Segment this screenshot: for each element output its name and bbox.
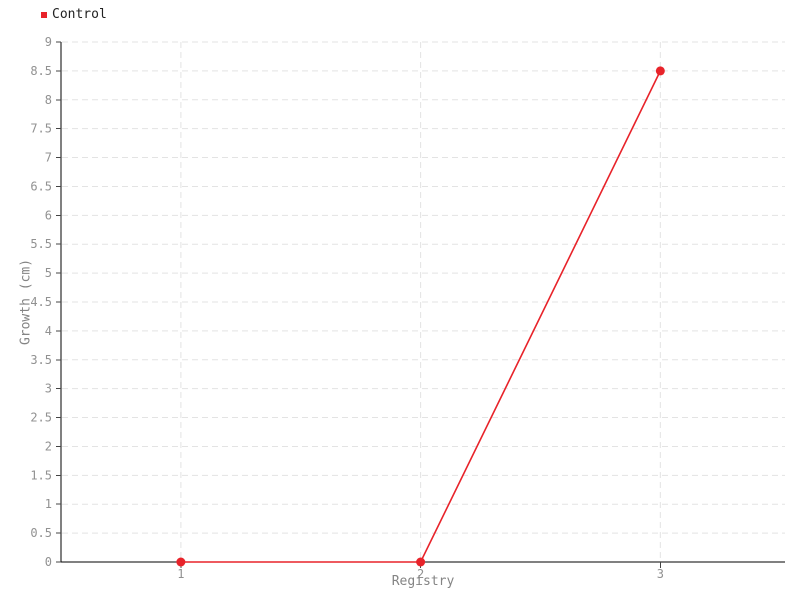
y-axis-title: Growth (cm) (18, 258, 34, 346)
y-tick-label: 7 (45, 151, 52, 165)
y-tick-label: 1 (45, 497, 52, 511)
y-tick-label: 3 (45, 382, 52, 396)
legend-swatch-control (41, 11, 47, 18)
y-tick-label: 1.5 (30, 468, 52, 482)
x-tick-label: 3 (657, 567, 664, 581)
y-tick-label: 4.5 (30, 295, 52, 309)
y-tick-label: 0.5 (30, 526, 52, 540)
legend[interactable]: Control (41, 8, 107, 21)
y-tick-label: 7.5 (30, 122, 52, 136)
y-tick-label: 4 (45, 324, 52, 338)
y-tick-label: 9 (45, 35, 52, 49)
x-axis-title: Registry (391, 574, 455, 589)
y-tick-label: 2 (45, 439, 52, 453)
x-tick-label: 2 (417, 567, 424, 581)
y-tick-label: 8.5 (30, 64, 52, 78)
y-tick-label: 0 (45, 555, 52, 569)
x-tick-label: 1 (177, 567, 184, 581)
y-tick-label: 8 (45, 93, 52, 107)
y-tick-label: 3.5 (30, 353, 52, 367)
legend-label-control: Control (52, 7, 107, 22)
y-tick-label: 5 (45, 266, 52, 280)
data-point (176, 557, 186, 567)
data-point (655, 66, 665, 76)
y-tick-label: 5.5 (30, 237, 52, 251)
y-tick-label: 6.5 (30, 179, 52, 193)
data-point (416, 557, 426, 567)
y-tick-label: 2.5 (30, 411, 52, 425)
y-tick-label: 6 (45, 208, 52, 222)
